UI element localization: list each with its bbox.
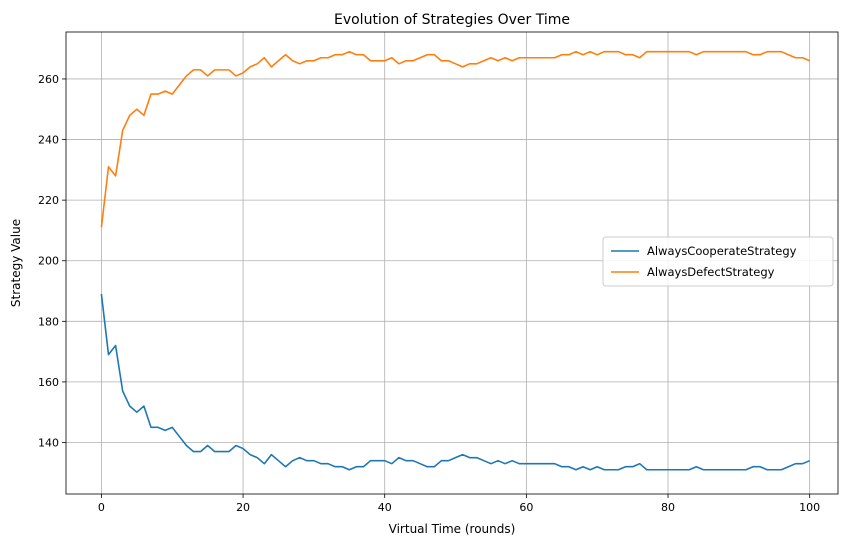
plot-frame [65,31,839,495]
legend-label: AlwaysCooperateStrategy [647,244,797,258]
x-axis: 0 20 40 60 80 100 [98,494,820,514]
x-tick-label: 0 [98,501,105,514]
legend: AlwaysCooperateStrategy AlwaysDefectStrat… [602,236,834,287]
legend-box [602,236,834,287]
x-tick-label: 20 [236,501,250,514]
series-line-1 [100,50,810,228]
chart-title: Evolution of Strategies Over Time [334,12,570,28]
y-axis: 140 160 180 200 220 240 260 [38,73,66,449]
y-tick-label: 200 [38,255,59,268]
x-tick-label: 60 [519,501,533,514]
y-axis-label: Strategy Value [9,219,23,307]
x-axis-label: Virtual Time (rounds) [389,522,516,536]
x-tick-label: 80 [661,501,675,514]
y-tick-label: 180 [38,315,59,328]
y-tick-label: 240 [38,134,59,147]
y-tick-label: 220 [38,194,59,207]
legend-label: AlwaysDefectStrategy [647,265,775,279]
x-tick-label: 40 [378,501,392,514]
series-layer [100,50,810,471]
y-tick-label: 140 [38,436,59,449]
series-line-0 [100,293,810,471]
y-tick-label: 260 [38,73,59,86]
x-tick-label: 100 [799,501,820,514]
y-tick-label: 160 [38,376,59,389]
